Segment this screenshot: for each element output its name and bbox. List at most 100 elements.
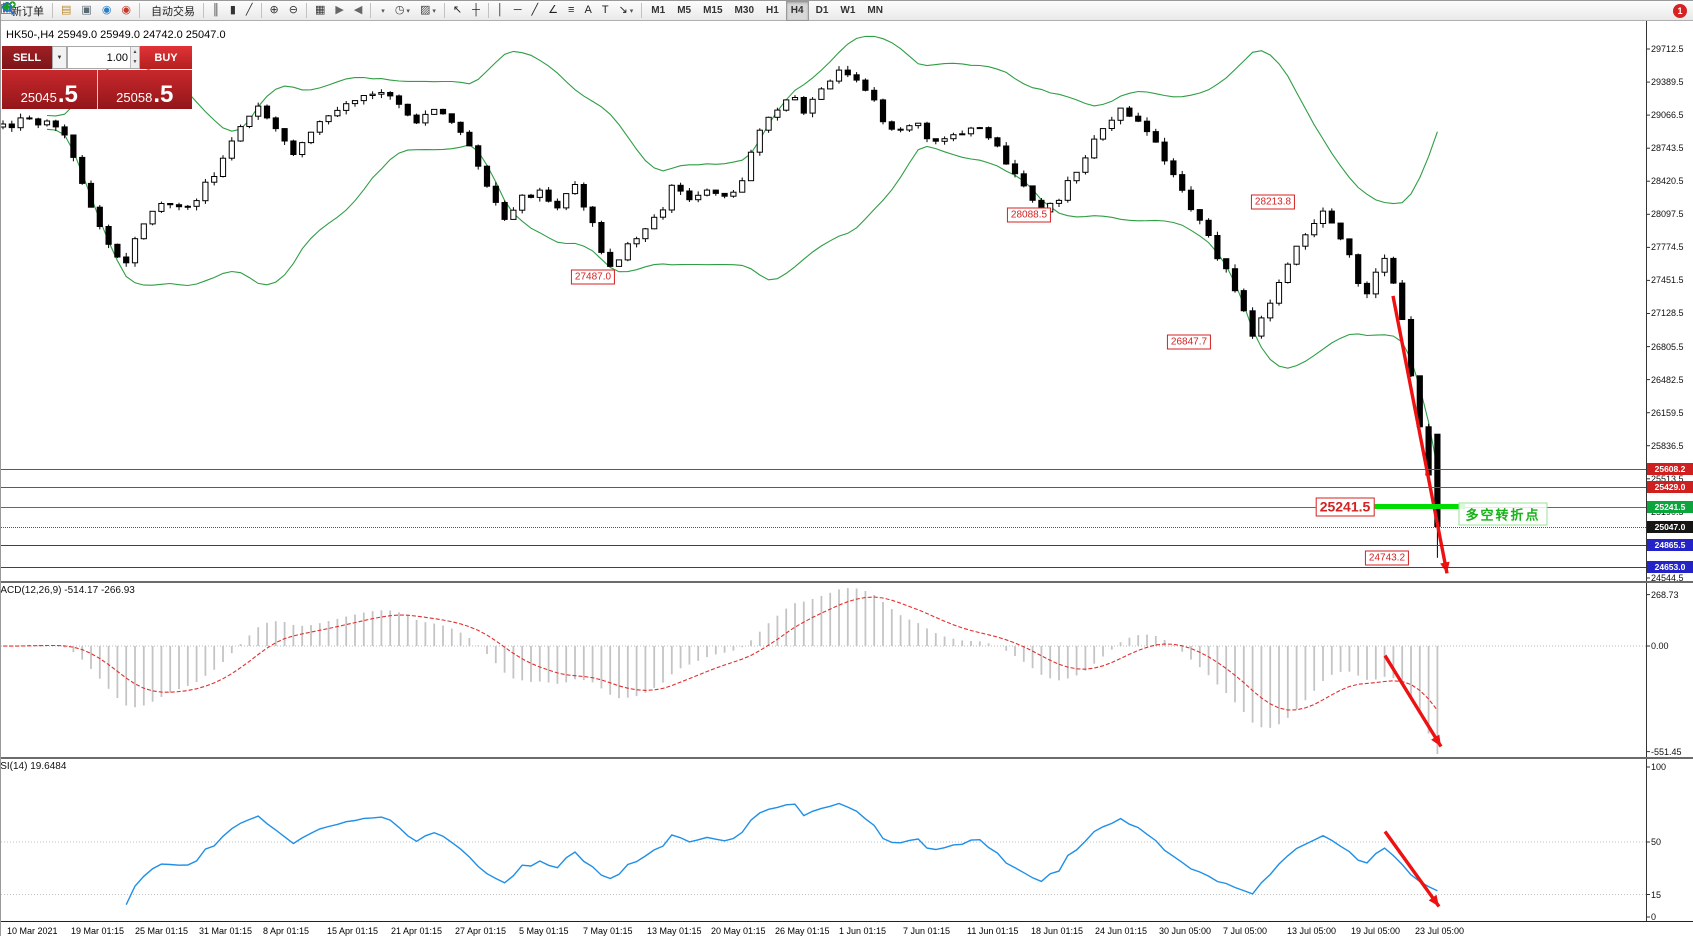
macd-axis-label: 0.00 xyxy=(1651,641,1669,651)
crosshair-icon[interactable]: ┼ xyxy=(468,1,484,21)
horizontal-level-line[interactable] xyxy=(1,545,1646,546)
buy-button[interactable]: BUY xyxy=(140,46,192,69)
price-axis-label: 28097.5 xyxy=(1651,209,1684,219)
price-axis-label: 29712.5 xyxy=(1651,44,1684,54)
buy-price-main: 25058 xyxy=(116,90,152,105)
auto-trading-button[interactable]: 自动交易 xyxy=(144,1,199,21)
timeframe-button-M30[interactable]: M30 xyxy=(730,1,759,21)
indicators-button[interactable]: ▾ xyxy=(375,1,389,21)
line-chart-icon[interactable]: ╱ xyxy=(242,1,257,21)
macd-signal-line xyxy=(3,597,1437,710)
price-label-annotation[interactable]: 25241.5 xyxy=(1316,497,1375,516)
volume-up-button[interactable]: ▲ xyxy=(131,47,139,58)
main-chart-panel[interactable]: HK50-,H4 25949.0 25949.0 24742.0 25047.0… xyxy=(1,21,1693,581)
auto-scroll-icon[interactable]: ▶ xyxy=(331,1,347,21)
candlestick-chart-icon[interactable]: ▮ xyxy=(226,1,240,21)
timeframe-button-M5[interactable]: M5 xyxy=(672,1,696,21)
rsi-axis-label: 50 xyxy=(1651,837,1661,847)
search-button[interactable] xyxy=(1659,1,1667,21)
vertical-line-icon[interactable]: │ xyxy=(493,1,508,21)
price-label-annotation[interactable]: 24743.2 xyxy=(1365,550,1409,565)
price-label-annotation[interactable]: 28213.8 xyxy=(1251,195,1295,210)
fibonacci-icon[interactable]: ≡ xyxy=(564,1,578,21)
time-axis-label: 23 Jul 05:00 xyxy=(1415,926,1464,936)
horizontal-level-line[interactable] xyxy=(1,487,1646,488)
news-icon[interactable]: ◉ xyxy=(117,1,135,21)
news-icon: ◉ xyxy=(121,5,131,16)
toolbar-separator xyxy=(370,3,371,18)
time-axis-label: 5 May 01:15 xyxy=(519,926,569,936)
time-axis-label: 11 Jun 01:15 xyxy=(967,926,1018,936)
time-axis-label: 15 Apr 01:15 xyxy=(327,926,378,936)
price-label-annotation[interactable]: 27487.0 xyxy=(571,269,615,284)
fibonacci-icon: ≡ xyxy=(568,5,574,16)
rsi-line xyxy=(126,804,1437,905)
toolbar-separator xyxy=(488,3,489,18)
trendline-icon[interactable]: ╱ xyxy=(528,1,543,21)
macd-canvas[interactable] xyxy=(1,583,1693,757)
time-axis-label: 30 Jun 05:00 xyxy=(1159,926,1211,936)
macd-axis-label: -551.45 xyxy=(1651,747,1682,757)
timeframe-button-M15[interactable]: M15 xyxy=(698,1,727,21)
horizontal-line-icon[interactable]: ─ xyxy=(510,1,526,21)
print-icon[interactable]: ▣ xyxy=(77,1,95,21)
chart-ohlc-title: HK50-,H4 25949.0 25949.0 24742.0 25047.0 xyxy=(6,29,226,41)
timeframe-button-H1[interactable]: H1 xyxy=(761,1,784,21)
timeframe-button-H4[interactable]: H4 xyxy=(786,1,809,21)
tile-windows-icon[interactable]: ▦ xyxy=(311,1,329,21)
line-chart-icon: ╱ xyxy=(246,5,253,16)
channel-icon[interactable]: ∠ xyxy=(544,1,562,21)
timeframe-button-D1[interactable]: D1 xyxy=(811,1,834,21)
macd-label: MACD(12,26,9) -514.17 -266.93 xyxy=(1,585,135,596)
volume-input[interactable] xyxy=(68,47,130,68)
candlestick-chart-icon: ▮ xyxy=(230,5,236,16)
zoom-out-icon[interactable]: ⊖ xyxy=(285,1,302,21)
price-axis-label: 29389.5 xyxy=(1651,77,1684,87)
price-label-annotation[interactable]: 28088.5 xyxy=(1007,208,1051,223)
toolbar-separator xyxy=(641,3,642,18)
text-icon[interactable]: A xyxy=(580,1,595,21)
label-icon[interactable]: T xyxy=(598,1,613,21)
rsi-canvas[interactable] xyxy=(1,759,1693,921)
alerts-icon[interactable]: ◉ xyxy=(98,1,116,21)
turning-point-highlight-segment[interactable] xyxy=(1369,504,1465,509)
price-tag: 25241.5 xyxy=(1647,501,1693,513)
sell-price-display[interactable]: 25045.5 xyxy=(2,70,98,109)
time-axis-label: 19 Jul 05:00 xyxy=(1351,926,1400,936)
bar-chart-icon[interactable]: ║ xyxy=(208,1,224,21)
cursor-icon[interactable]: ↖ xyxy=(449,1,466,21)
zoom-in-icon[interactable]: ⊕ xyxy=(266,1,283,21)
objects-button[interactable]: ↘▾ xyxy=(615,1,638,21)
main-chart-canvas[interactable] xyxy=(1,21,1693,581)
horizontal-level-line[interactable] xyxy=(1,567,1646,568)
rsi-axis-label: 0 xyxy=(1651,912,1656,921)
price-tag: 25429.0 xyxy=(1647,481,1693,493)
periods-button[interactable]: ◷▾ xyxy=(391,1,414,21)
timeframe-button-W1[interactable]: W1 xyxy=(835,1,860,21)
time-axis-label: 1 Jun 01:15 xyxy=(839,926,886,936)
price-axis-label: 29066.5 xyxy=(1651,110,1684,120)
sell-button[interactable]: SELL xyxy=(2,46,52,69)
notification-count: 1 xyxy=(1673,4,1687,18)
volume-down-button[interactable]: ▼ xyxy=(131,58,139,69)
horizontal-level-line[interactable] xyxy=(1,527,1646,528)
templates-button[interactable]: ▨▾ xyxy=(416,1,440,21)
price-label-annotation[interactable]: 26847.7 xyxy=(1167,335,1211,350)
notification-badge[interactable]: 1 xyxy=(1669,1,1691,21)
dropdown-caret-icon: ▾ xyxy=(630,7,634,15)
volume-dropdown-button[interactable]: ▼ xyxy=(52,46,67,69)
horizontal-level-line[interactable] xyxy=(1,469,1646,470)
buy-price-display[interactable]: 25058.5 xyxy=(98,70,193,109)
profiles-icon[interactable]: ▤ xyxy=(57,1,75,21)
time-axis-label: 10 Mar 2021 xyxy=(7,926,58,936)
timeframe-button-M1[interactable]: M1 xyxy=(646,1,670,21)
dropdown-caret-icon: ▾ xyxy=(381,7,385,15)
turning-point-text-label[interactable]: 多空转折点 xyxy=(1458,503,1547,526)
price-tag: 25047.0 xyxy=(1647,521,1693,533)
timeframe-button-MN[interactable]: MN xyxy=(862,1,888,21)
chart-shift-icon[interactable]: ◀ xyxy=(350,1,366,21)
